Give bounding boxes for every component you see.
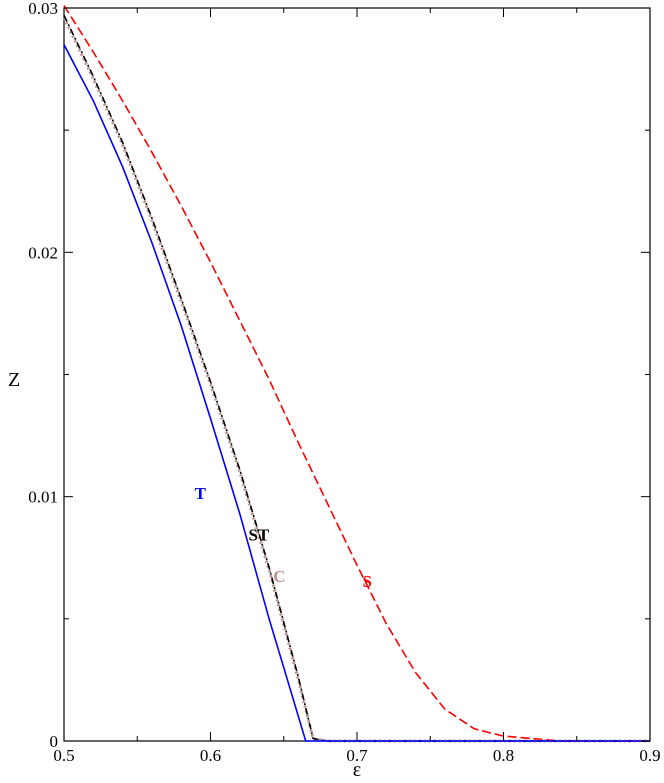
- ticks-layer: 0.5 0.6 0.7 0.8 0.9 0 0.01 0.02 0.03: [28, 0, 660, 765]
- x-axis-label: ε: [353, 759, 361, 781]
- y-tick-label: 0.01: [28, 488, 58, 507]
- y-tick-label: 0: [50, 732, 59, 751]
- x-tick-label: 0.5: [53, 746, 74, 765]
- series-label-s: S: [363, 572, 372, 591]
- series-label-st: ST: [248, 526, 269, 545]
- series-s-line: [63, 5, 650, 742]
- annotation-layer: T ST C S: [195, 484, 372, 591]
- series-layer: [62, 5, 650, 743]
- series-st-line: [63, 14, 650, 742]
- x-tick-label: 0.8: [493, 746, 514, 765]
- series-t-line: [63, 44, 650, 742]
- x-tick-label: 0.9: [639, 746, 660, 765]
- plot-frame: [63, 7, 651, 742]
- y-tick-label: 0.03: [28, 0, 58, 18]
- x-tick-label: 0.6: [200, 746, 221, 765]
- series-c-line: [62, 17, 650, 743]
- y-axis-label: Z: [8, 369, 20, 391]
- series-label-t: T: [195, 484, 207, 503]
- y-tick-label: 0.02: [28, 243, 58, 262]
- x-tick-label: 0.7: [346, 746, 368, 765]
- series-label-c: C: [273, 567, 285, 586]
